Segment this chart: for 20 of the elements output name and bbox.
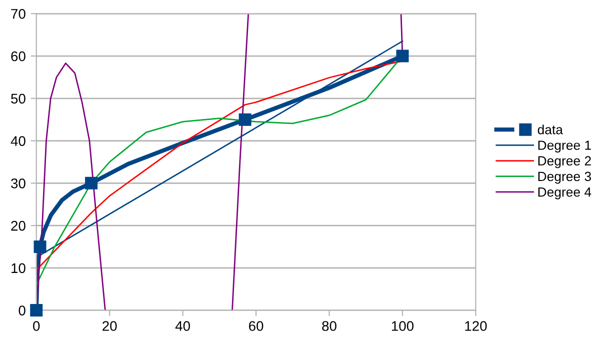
y-tick-label: 40: [10, 136, 26, 146]
x-tick-label: 60: [249, 321, 264, 331]
legend-label: Degree 2: [538, 156, 591, 168]
y-tick-label: 30: [11, 178, 26, 188]
legend-label: Degree 3: [538, 172, 591, 184]
x-tick-label: 100: [392, 321, 414, 331]
x-tick-label: 40: [175, 321, 190, 331]
y-tick-label: 60: [11, 51, 26, 62]
y-tick-label: 10: [12, 263, 26, 274]
x-tick-label: 20: [102, 321, 117, 331]
x-tick-label: 120: [465, 321, 487, 331]
x-tick-label: 80: [322, 321, 336, 331]
x-tick-label: 0: [33, 321, 40, 331]
y-tick-label: 70: [11, 8, 26, 19]
legend-label: Degree 4: [538, 188, 592, 200]
y-tick-label: 50: [11, 94, 26, 104]
legend-label: Degree 1: [538, 140, 591, 153]
legend-label: data: [538, 124, 563, 134]
y-tick-label: 20: [11, 220, 26, 231]
y-tick-label: 0: [18, 306, 26, 316]
